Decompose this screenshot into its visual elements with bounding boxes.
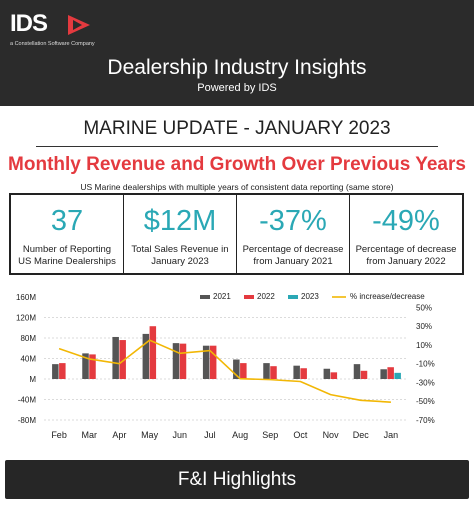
bar-2021: [172, 343, 180, 379]
y2-tick-label: 50%: [416, 303, 432, 312]
kpi-change-2022: -49% Percentage of decrease from January…: [350, 195, 462, 273]
bar-2021: [52, 364, 59, 379]
bar-2021: [233, 359, 240, 379]
legend-swatch: [288, 295, 298, 299]
kpi-value: 37: [50, 205, 84, 237]
bar-2022: [240, 363, 247, 379]
chart-heading: Monthly Revenue and Growth Over Previous…: [8, 154, 466, 175]
fi-highlights-title: F&I Highlights: [177, 469, 297, 490]
kpi-label: Total Sales Revenue in January 2023: [131, 244, 229, 267]
x-tick-label: Oct: [293, 430, 308, 440]
ids-logo: IDS: [10, 10, 90, 37]
title-divider: [36, 146, 438, 147]
y2-tick-label: -50%: [416, 397, 435, 406]
kpi-value: -37%: [259, 205, 327, 237]
y2-tick-label: 10%: [416, 341, 432, 350]
legend-label: 2022: [257, 292, 275, 301]
x-tick-label: Mar: [82, 430, 98, 440]
y-tick-label: 40M: [20, 355, 36, 364]
bar-2021: [82, 353, 89, 379]
bar-2021: [293, 365, 300, 379]
bar-2021: [202, 345, 210, 379]
y2-tick-label: -30%: [416, 378, 435, 387]
bar-2021: [142, 333, 150, 379]
x-tick-label: Apr: [112, 430, 126, 440]
x-tick-label: Aug: [232, 430, 248, 440]
bar-2022: [59, 363, 66, 379]
x-tick-label: Jun: [172, 430, 187, 440]
bar-2022: [360, 370, 368, 379]
x-tick-label: Jul: [204, 430, 216, 440]
bar-2022: [149, 326, 157, 379]
kpi-label: Number of Reporting US Marine Dealership…: [18, 244, 116, 267]
bar-2021: [380, 369, 387, 379]
update-title: MARINE UPDATE - JANUARY 2023: [83, 118, 391, 139]
header-banner: IDS a Constellation Software Company Dea…: [0, 0, 474, 106]
page-title: Dealership Industry Insights: [107, 56, 367, 79]
x-tick-label: Sep: [262, 430, 278, 440]
kpi-label: Percentage of decrease from January 2022: [355, 244, 457, 267]
y-tick-label: -40M: [18, 396, 37, 405]
bar-2022: [387, 367, 394, 379]
kpi-dealerships: 37 Number of Reporting US Marine Dealers…: [11, 195, 124, 273]
legend-swatch: [244, 295, 254, 299]
y-tick-label: 160M: [16, 293, 36, 302]
bar-2021: [112, 336, 119, 379]
kpi-change-2021: -37% Percentage of decrease from January…: [237, 195, 350, 273]
x-tick-label: Nov: [323, 430, 340, 440]
x-tick-label: Dec: [353, 430, 370, 440]
bar-2022: [330, 372, 338, 379]
kpi-panel: 37 Number of Reporting US Marine Dealers…: [9, 193, 464, 275]
data-note: US Marine dealerships with multiple year…: [80, 182, 394, 192]
legend-label: 2023: [301, 292, 319, 301]
legend-label: % increase/decrease: [350, 292, 425, 301]
bar-2022: [179, 343, 187, 379]
bar-2021: [323, 368, 331, 379]
bar-2022: [119, 340, 126, 379]
kpi-label: Percentage of decrease from January 2021: [242, 244, 344, 267]
bar-2022: [89, 354, 96, 379]
legend-label: 2021: [213, 292, 231, 301]
y-tick-label: 80M: [20, 334, 36, 343]
kpi-revenue: $12M Total Sales Revenue in January 2023: [124, 195, 237, 273]
bar-2022: [300, 368, 307, 379]
bar-2022: [270, 366, 277, 379]
bar-2021: [263, 363, 270, 379]
line-series: [58, 339, 391, 403]
x-tick-label: Feb: [51, 430, 67, 440]
revenue-chart: -80M -40M M 40M 80M 120M 160M 50% 30% 10% -10% -30%…: [16, 292, 435, 440]
bar-2023: [394, 372, 401, 379]
bar-2021: [353, 364, 361, 379]
y2-tick-label: 30%: [416, 322, 432, 331]
y-tick-label: M: [29, 375, 36, 384]
bar-2022: [209, 345, 217, 379]
x-tick-label: Jan: [384, 430, 399, 440]
kpi-value: -49%: [372, 205, 440, 237]
y2-tick-label: -70%: [416, 416, 435, 425]
fi-highlights-banner: F&I Highlights: [5, 460, 469, 499]
page-subtitle: Powered by IDS: [197, 82, 277, 94]
logo-arrow-icon: [68, 15, 90, 35]
logo-tagline: a Constellation Software Company: [10, 41, 95, 47]
y2-tick-label: -10%: [416, 360, 435, 369]
x-tick-label: May: [141, 430, 159, 440]
y-tick-label: 120M: [16, 314, 36, 323]
kpi-value: $12M: [143, 205, 217, 237]
logo-text: IDS: [10, 10, 48, 37]
y-tick-label: -80M: [18, 416, 37, 425]
legend-swatch: [200, 295, 210, 299]
